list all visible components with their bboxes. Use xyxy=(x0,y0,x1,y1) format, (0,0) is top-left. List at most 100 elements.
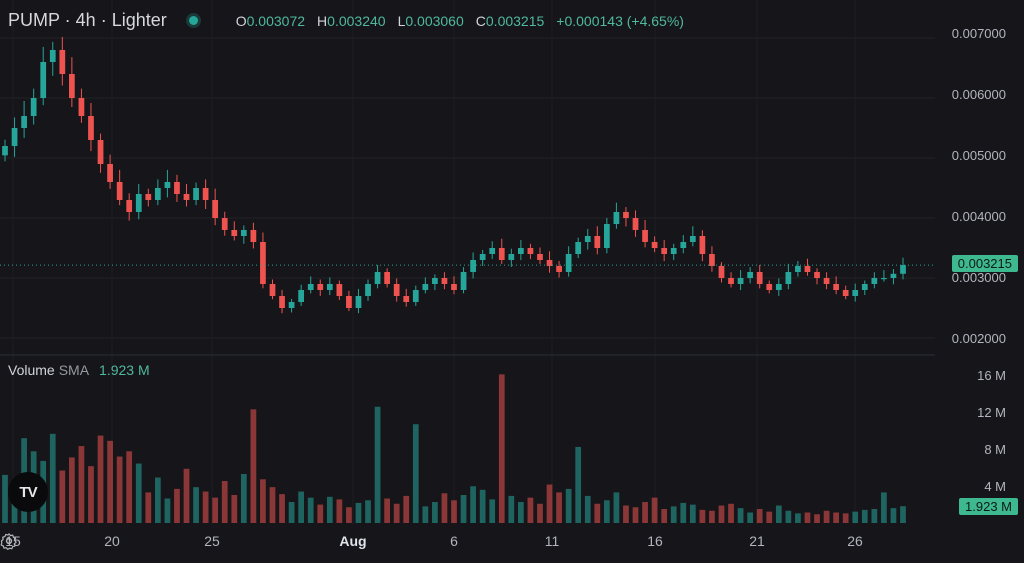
symbol-title[interactable]: PUMP · 4h · Lighter xyxy=(8,10,167,30)
candle-body xyxy=(470,260,476,272)
volume-bar xyxy=(135,463,142,523)
time-axis-label: 20 xyxy=(104,533,120,549)
volume-bar xyxy=(661,509,668,523)
candle-body xyxy=(441,278,448,284)
volume-bar xyxy=(804,512,811,523)
tradingview-logo-icon[interactable]: TV xyxy=(8,472,48,512)
candle-body xyxy=(594,236,601,248)
volume-axis-label: 8 M xyxy=(984,442,1006,457)
candle-body xyxy=(49,50,56,62)
volume-bar xyxy=(460,495,467,523)
candle-body xyxy=(116,182,123,200)
volume-bar xyxy=(670,506,677,523)
candle-body xyxy=(718,266,725,278)
open-label: O xyxy=(235,12,247,29)
volume-bar xyxy=(651,497,658,523)
volume-bar xyxy=(766,511,773,523)
volume-bar xyxy=(489,499,496,523)
volume-bar xyxy=(69,457,75,523)
volume-bar xyxy=(365,500,371,523)
volume-bar xyxy=(852,511,859,523)
candle-body xyxy=(766,284,773,290)
volume-bar xyxy=(326,496,333,523)
volume-bar xyxy=(871,509,878,523)
candle-body xyxy=(107,164,113,182)
volume-bar xyxy=(756,509,763,523)
candle-body xyxy=(479,254,486,260)
volume-bar xyxy=(795,513,801,523)
candle-body xyxy=(747,272,754,278)
volume-bar xyxy=(78,446,85,523)
volume-bar xyxy=(680,502,687,523)
price-axis-label: 0.003000 xyxy=(951,270,1006,285)
time-axis-label: 21 xyxy=(749,533,765,549)
candle-body xyxy=(212,200,219,218)
volume-bar xyxy=(193,487,199,523)
volume-bar xyxy=(518,502,524,523)
candle-body xyxy=(269,284,276,296)
volume-bar xyxy=(737,508,744,523)
open-value: 0.003072 xyxy=(246,12,306,29)
volume-bar xyxy=(164,498,171,523)
gear-icon[interactable] xyxy=(0,532,18,550)
candle-body xyxy=(336,284,343,296)
candle-body xyxy=(317,284,324,290)
volume-bar xyxy=(823,510,830,523)
candle-body xyxy=(518,248,524,254)
candle-body xyxy=(231,230,238,236)
candle-body xyxy=(88,116,94,140)
volume-axis-label: 12 M xyxy=(977,405,1006,420)
volume-bar xyxy=(269,487,276,523)
candle-body xyxy=(804,266,811,272)
last-volume-tag: 1.923 M xyxy=(959,498,1018,515)
volume-bar xyxy=(689,504,696,523)
candle-body xyxy=(202,188,209,200)
volume-bar xyxy=(632,507,639,523)
candle-body xyxy=(403,296,410,302)
volume-bar xyxy=(49,433,56,523)
volume-bar xyxy=(145,492,152,523)
volume-bar xyxy=(221,481,228,523)
volume-bar xyxy=(202,491,209,523)
volume-bar xyxy=(154,477,161,523)
candle-body xyxy=(785,272,792,284)
volume-bar xyxy=(212,497,219,523)
candle-body xyxy=(135,194,142,212)
candle-body xyxy=(164,182,171,188)
candle-body xyxy=(422,284,429,290)
candle-body xyxy=(288,302,295,308)
volume-bar xyxy=(355,502,362,523)
high-value: 0.003240 xyxy=(327,12,386,29)
candle-body xyxy=(393,284,400,296)
volume-bar xyxy=(508,495,515,523)
candle-body xyxy=(861,284,868,290)
volume-bar xyxy=(317,504,324,523)
volume-legend[interactable]: Volume SMA 1.923 M xyxy=(8,362,150,378)
volume-bar xyxy=(107,440,113,523)
volume-bar xyxy=(728,503,734,523)
volume-bar xyxy=(900,506,906,523)
candle-body xyxy=(651,242,658,248)
volume-bar xyxy=(183,468,190,523)
time-axis-label: 15 xyxy=(5,533,21,549)
candle-body xyxy=(661,248,668,254)
volume-bar xyxy=(260,479,266,523)
market-status-dot-icon xyxy=(188,16,198,25)
candle-body xyxy=(97,140,104,164)
candle-body xyxy=(355,296,362,308)
volume-bar xyxy=(307,497,314,523)
volume-bar xyxy=(288,502,295,523)
candle-body xyxy=(881,278,887,280)
candle-body xyxy=(842,290,849,296)
candle-body xyxy=(365,284,371,296)
volume-bar xyxy=(537,503,543,523)
chart-header: PUMP · 4h · Lighter O 0.003072 H 0.003240 … xyxy=(8,10,684,31)
candle-body xyxy=(193,188,199,200)
low-value: 0.003060 xyxy=(405,12,464,29)
volume-bar xyxy=(565,488,572,523)
high-label: H xyxy=(317,12,328,29)
candle-body xyxy=(833,284,839,290)
candle-body xyxy=(221,218,228,230)
